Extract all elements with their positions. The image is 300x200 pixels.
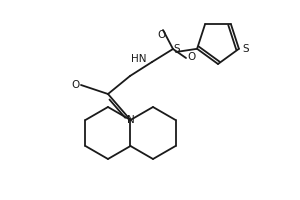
Text: O: O (158, 30, 166, 40)
Text: S: S (174, 44, 180, 54)
Text: S: S (243, 44, 249, 54)
Text: HN: HN (131, 54, 147, 64)
Text: N: N (127, 115, 134, 125)
Text: O: O (72, 80, 80, 90)
Text: O: O (187, 52, 195, 62)
